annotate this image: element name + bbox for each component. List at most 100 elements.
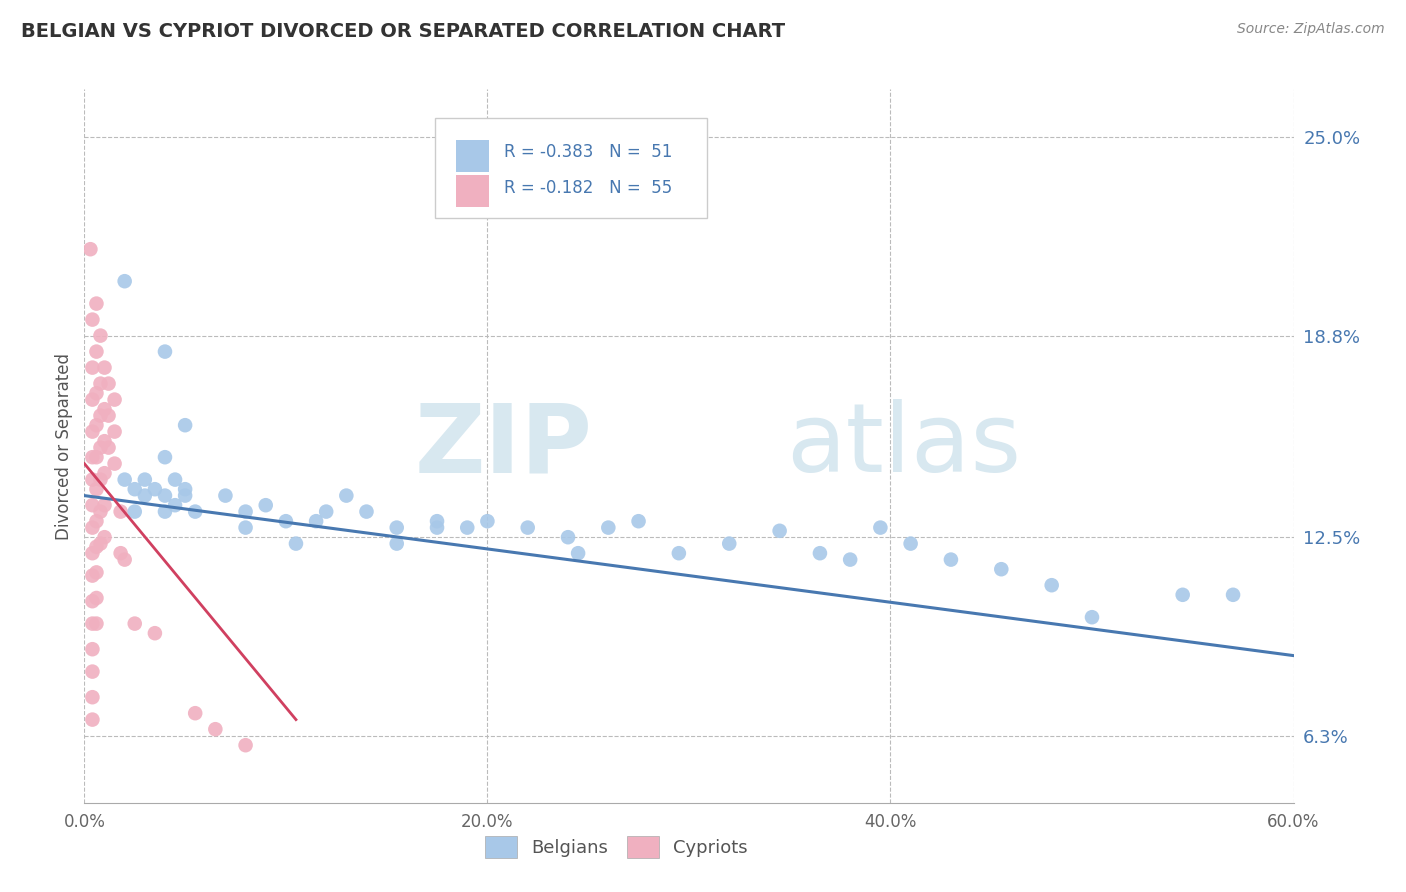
Legend: Belgians, Cypriots: Belgians, Cypriots	[478, 829, 755, 865]
Point	[93, 530, 115, 544]
Point	[82, 642, 104, 657]
Point	[356, 505, 378, 519]
Point	[567, 546, 589, 560]
Point	[235, 520, 257, 534]
Point	[143, 482, 166, 496]
Point	[598, 520, 620, 534]
Point	[143, 626, 166, 640]
FancyBboxPatch shape	[456, 139, 489, 171]
FancyBboxPatch shape	[434, 118, 707, 218]
Point	[184, 505, 207, 519]
Point	[134, 489, 156, 503]
Point	[235, 738, 257, 752]
Point	[385, 536, 408, 550]
Point	[456, 520, 478, 534]
Point	[93, 360, 115, 375]
Point	[1171, 588, 1194, 602]
Point	[124, 505, 146, 519]
Point	[235, 505, 257, 519]
FancyBboxPatch shape	[456, 175, 489, 207]
Point	[82, 713, 104, 727]
Point	[124, 482, 146, 496]
Point	[426, 514, 449, 528]
Point	[668, 546, 690, 560]
Point	[627, 514, 650, 528]
Point	[153, 450, 176, 465]
Point	[89, 376, 111, 391]
Point	[97, 441, 120, 455]
Point	[82, 520, 104, 534]
Point	[86, 514, 108, 528]
Point	[86, 616, 108, 631]
Point	[516, 520, 538, 534]
Point	[305, 514, 328, 528]
Point	[274, 514, 297, 528]
Point	[254, 498, 277, 512]
Point	[82, 690, 104, 705]
Point	[86, 386, 108, 401]
Text: BELGIAN VS CYPRIOT DIVORCED OR SEPARATED CORRELATION CHART: BELGIAN VS CYPRIOT DIVORCED OR SEPARATED…	[21, 22, 785, 41]
Point	[82, 546, 104, 560]
Text: ZIP: ZIP	[415, 400, 592, 492]
Point	[82, 450, 104, 465]
Point	[82, 665, 104, 679]
Point	[114, 274, 136, 288]
Point	[1222, 588, 1244, 602]
Point	[86, 540, 108, 554]
Text: atlas: atlas	[786, 400, 1021, 492]
Point	[153, 489, 176, 503]
Point	[808, 546, 831, 560]
Point	[79, 242, 101, 256]
Point	[89, 441, 111, 455]
Point	[174, 418, 197, 433]
Point	[89, 473, 111, 487]
Point	[204, 722, 226, 736]
Point	[93, 434, 115, 449]
Point	[89, 328, 111, 343]
Y-axis label: Divorced or Separated: Divorced or Separated	[55, 352, 73, 540]
Point	[174, 489, 197, 503]
Point	[93, 466, 115, 480]
Point	[104, 392, 127, 407]
Point	[93, 402, 115, 417]
Point	[86, 566, 108, 580]
Point	[718, 536, 741, 550]
Point	[86, 591, 108, 605]
Text: R = -0.383   N =  51: R = -0.383 N = 51	[503, 143, 672, 161]
Point	[114, 552, 136, 566]
Point	[426, 520, 449, 534]
Point	[89, 409, 111, 423]
Point	[153, 344, 176, 359]
Point	[86, 482, 108, 496]
Point	[134, 473, 156, 487]
Point	[839, 552, 862, 566]
Point	[97, 376, 120, 391]
Point	[93, 498, 115, 512]
Point	[110, 505, 132, 519]
Point	[86, 296, 108, 310]
Point	[82, 568, 104, 582]
Point	[82, 312, 104, 326]
Point	[124, 616, 146, 631]
Point	[769, 524, 792, 538]
Point	[285, 536, 308, 550]
Point	[165, 498, 187, 512]
Point	[104, 425, 127, 439]
Point	[184, 706, 207, 721]
Point	[385, 520, 408, 534]
Point	[82, 473, 104, 487]
Point	[110, 546, 132, 560]
Point	[89, 505, 111, 519]
Point	[104, 457, 127, 471]
Point	[315, 505, 337, 519]
Point	[82, 425, 104, 439]
Point	[153, 505, 176, 519]
Point	[114, 473, 136, 487]
Text: Source: ZipAtlas.com: Source: ZipAtlas.com	[1237, 22, 1385, 37]
Point	[869, 520, 891, 534]
Point	[82, 360, 104, 375]
Point	[97, 409, 120, 423]
Point	[174, 482, 197, 496]
Point	[86, 418, 108, 433]
Point	[86, 344, 108, 359]
